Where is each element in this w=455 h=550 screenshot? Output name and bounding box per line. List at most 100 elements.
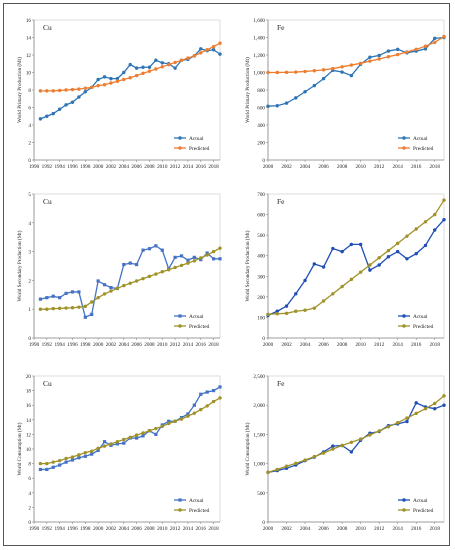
y-axis-label: World Consumption (Mt) (244, 422, 251, 475)
series-line-predicted (267, 199, 445, 315)
data-point (173, 60, 177, 65)
data-point (266, 312, 270, 317)
y-tick-label: 500 (257, 491, 265, 497)
data-point (51, 306, 55, 311)
y-axis-label: World Consumption (Mt) (16, 422, 23, 475)
data-point (218, 257, 222, 261)
data-point (218, 385, 222, 389)
x-tick-label: 1996 (67, 342, 78, 348)
x-tick-label: 2006 (318, 342, 329, 348)
data-point (64, 306, 68, 310)
x-tick-label: 2002 (106, 526, 117, 532)
x-tick-label: 2014 (392, 342, 403, 348)
data-point (45, 461, 49, 466)
data-point (122, 70, 126, 75)
data-point (77, 453, 81, 457)
data-point (266, 470, 270, 475)
data-point (51, 465, 55, 469)
data-point (102, 440, 107, 444)
data-point (433, 212, 437, 217)
data-point (77, 456, 81, 460)
y-tick-label: 8 (28, 88, 31, 94)
y-axis-label: World Primary Production (Mt) (244, 57, 251, 123)
x-tick-label: 2018 (208, 164, 219, 170)
data-point (109, 289, 113, 293)
data-point (312, 83, 317, 88)
data-point (294, 70, 298, 74)
data-point (38, 307, 43, 311)
data-point (405, 234, 409, 238)
legend-swatch-marker (178, 146, 182, 150)
data-point (128, 261, 132, 265)
data-point (340, 443, 344, 448)
data-point (122, 441, 126, 445)
data-point (405, 50, 409, 54)
data-point (135, 436, 139, 440)
data-point (192, 259, 197, 263)
data-point (294, 96, 298, 100)
legend-label: Predicted (189, 324, 210, 330)
data-point (405, 419, 409, 424)
data-point (122, 283, 126, 288)
data-point (368, 263, 372, 267)
data-point (83, 86, 88, 90)
data-point (90, 449, 94, 453)
y-tick-label: 8 (28, 462, 31, 468)
data-point (377, 429, 381, 433)
data-point (122, 77, 126, 82)
data-point (405, 416, 409, 420)
data-point (321, 299, 326, 303)
data-point (90, 85, 94, 90)
data-point (51, 111, 55, 116)
data-point (166, 62, 171, 67)
legend-swatch-marker (402, 324, 406, 328)
data-point (211, 249, 216, 254)
y-tick-label: 700 (257, 192, 265, 198)
series-line-predicted (40, 42, 221, 92)
data-point (312, 262, 317, 266)
y-tick-label: 0 (28, 158, 31, 164)
data-point (45, 307, 49, 311)
legend-label: Predicted (189, 146, 210, 152)
data-point (199, 407, 203, 412)
data-point (122, 437, 126, 442)
y-axis-label: World Primary Production (Mt) (16, 57, 23, 123)
data-point (303, 69, 307, 74)
data-point (51, 460, 55, 464)
x-tick-label: 2016 (196, 526, 207, 532)
y-tick-label: 400 (257, 254, 265, 260)
data-point (331, 246, 335, 251)
data-point (386, 425, 391, 429)
x-tick-label: 2010 (355, 342, 366, 348)
y-tick-label: 1,000 (253, 71, 265, 77)
data-point (77, 95, 81, 99)
data-point (218, 396, 222, 400)
y-tick-label: 14 (26, 36, 32, 42)
data-point (57, 88, 62, 93)
x-tick-label: 2000 (263, 342, 274, 348)
data-point (433, 40, 437, 45)
y-tick-label: 20 (26, 374, 32, 380)
x-tick-label: 1990 (29, 526, 40, 532)
data-point (284, 311, 289, 316)
x-tick-label: 1998 (80, 342, 91, 348)
chart-panel-2: 0 200 400 600 800 1,000 1,200 1,400 1,600 2000 200… (244, 18, 446, 170)
data-point (38, 467, 43, 472)
data-point (96, 279, 100, 283)
data-point (147, 274, 152, 279)
data-point (340, 249, 344, 254)
y-tick-label: 2,500 (253, 374, 265, 380)
y-tick-label: 18 (26, 389, 32, 395)
data-point (199, 51, 203, 55)
data-point (141, 248, 145, 252)
data-point (284, 304, 289, 308)
data-point (294, 309, 298, 313)
y-tick-label: 1,000 (253, 462, 265, 468)
data-point (211, 389, 216, 393)
data-point (160, 248, 164, 252)
data-point (57, 306, 62, 311)
data-point (199, 47, 203, 51)
data-point (102, 292, 107, 296)
y-tick-label: 4 (28, 491, 31, 497)
x-tick-label: 2012 (374, 526, 385, 532)
